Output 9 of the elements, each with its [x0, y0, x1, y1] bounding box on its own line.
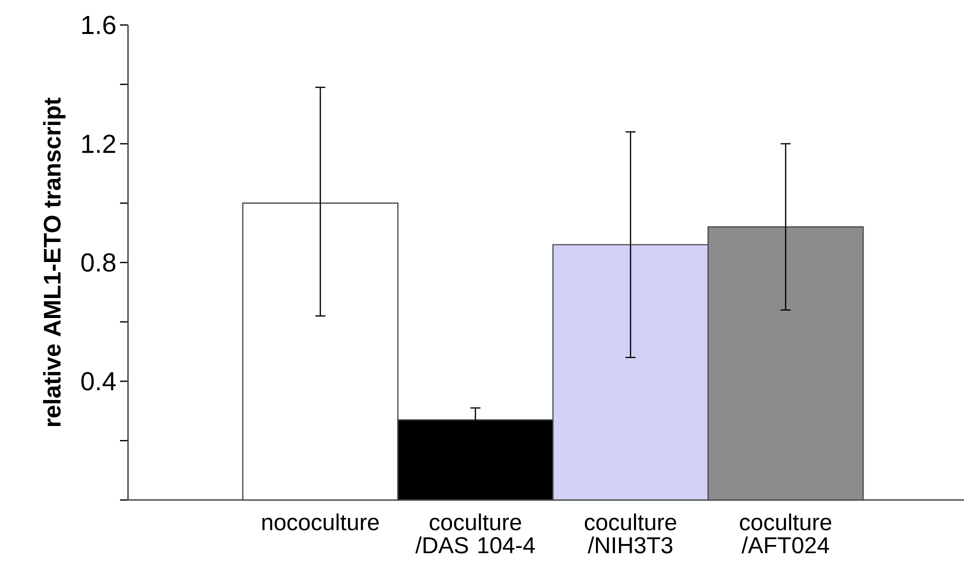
y-tick-label: 1.6: [82, 16, 116, 34]
x-tick-label: coculture /DAS 104-4: [415, 514, 535, 554]
x-tick-label: nococulture: [262, 514, 379, 530]
x-tick-label: coculture /AFT024: [740, 514, 832, 554]
y-tick-label: 0.4: [81, 372, 116, 390]
y-axis-title: relative AML1-ETO transcript: [43, 98, 66, 426]
y-tick-label: 0.8: [81, 253, 116, 272]
x-tick-label: coculture /NIH3T3: [584, 514, 676, 554]
y-tick-label: 1.2: [82, 134, 116, 153]
